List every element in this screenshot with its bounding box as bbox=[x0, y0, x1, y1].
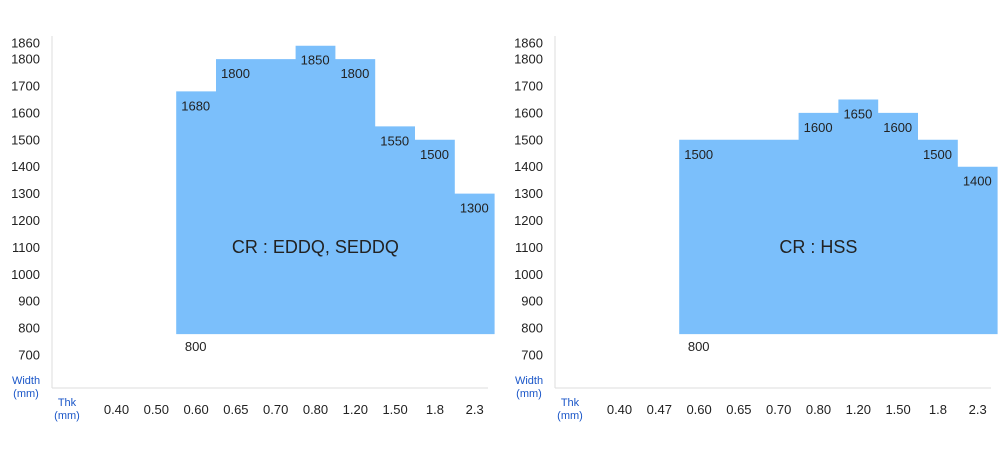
x-tick-label: 0.50 bbox=[144, 402, 169, 417]
y-axis-title: Width bbox=[515, 375, 543, 387]
data-label: 800 bbox=[185, 339, 207, 354]
x-tick-label: 1.8 bbox=[929, 402, 947, 417]
x-tick-label: 0.65 bbox=[223, 402, 248, 417]
series-name-label: CR : EDDQ, SEDDQ bbox=[232, 237, 399, 257]
y-tick-label: 1600 bbox=[11, 105, 40, 120]
data-label: 1500 bbox=[420, 147, 449, 162]
y-tick-label: 800 bbox=[521, 321, 543, 336]
y-tick-label: 1200 bbox=[11, 213, 40, 228]
x-tick-label: 1.50 bbox=[382, 402, 407, 417]
x-tick-label: 0.40 bbox=[104, 402, 129, 417]
y-tick-label: 1300 bbox=[11, 186, 40, 201]
x-tick-label: 0.70 bbox=[263, 402, 288, 417]
x-tick-label: 1.20 bbox=[343, 402, 368, 417]
range-area-2 bbox=[679, 99, 998, 335]
x-tick-label: 0.60 bbox=[183, 402, 208, 417]
series-name-label: CR : HSS bbox=[779, 237, 857, 257]
x-tick-label: 1.50 bbox=[885, 402, 910, 417]
y-tick-label: 1000 bbox=[11, 267, 40, 282]
data-label: 1600 bbox=[804, 120, 833, 135]
x-tick-label: 0.60 bbox=[686, 402, 711, 417]
y-tick-label: 1860 bbox=[11, 36, 40, 51]
y-tick-label: 1860 bbox=[514, 36, 543, 51]
y-tick-label: 700 bbox=[521, 348, 543, 363]
data-label: 1500 bbox=[923, 147, 952, 162]
x-axis-title-unit: (mm) bbox=[54, 410, 80, 422]
y-tick-label: 900 bbox=[521, 294, 543, 309]
x-tick-label: 0.80 bbox=[806, 402, 831, 417]
x-tick-label: 1.8 bbox=[426, 402, 444, 417]
x-tick-label: 0.47 bbox=[647, 402, 672, 417]
y-tick-label: 1000 bbox=[514, 267, 543, 282]
data-label: 1300 bbox=[460, 201, 489, 216]
x-tick-label: 0.65 bbox=[726, 402, 751, 417]
y-tick-label: 1400 bbox=[11, 159, 40, 174]
x-tick-label: 2.3 bbox=[466, 402, 484, 417]
x-axis-title-unit: (mm) bbox=[557, 410, 583, 422]
y-tick-label: 1400 bbox=[514, 159, 543, 174]
y-tick-label: 900 bbox=[18, 294, 40, 309]
y-tick-label: 1600 bbox=[514, 105, 543, 120]
y-tick-label: 1700 bbox=[514, 79, 543, 94]
x-axis-title: Thk bbox=[561, 397, 580, 409]
y-tick-label: 1500 bbox=[11, 132, 40, 147]
data-label: 1680 bbox=[181, 98, 210, 113]
y-axis-title-unit: (mm) bbox=[13, 388, 39, 400]
y-tick-label: 1100 bbox=[515, 240, 543, 255]
y-tick-label: 1700 bbox=[11, 79, 40, 94]
data-label: 1600 bbox=[883, 120, 912, 135]
y-tick-label: 1500 bbox=[514, 132, 543, 147]
data-label: 1650 bbox=[843, 106, 872, 121]
y-tick-label: 1800 bbox=[514, 52, 543, 67]
data-label: 1400 bbox=[963, 174, 992, 189]
y-tick-label: 1100 bbox=[12, 240, 40, 255]
data-label: 1550 bbox=[380, 133, 409, 148]
y-tick-label: 700 bbox=[18, 348, 40, 363]
data-label: 1500 bbox=[684, 147, 713, 162]
y-tick-label: 1200 bbox=[514, 213, 543, 228]
x-tick-label: 0.70 bbox=[766, 402, 791, 417]
x-tick-label: 0.80 bbox=[303, 402, 328, 417]
range-area-1 bbox=[176, 45, 495, 335]
x-tick-label: 2.3 bbox=[969, 402, 987, 417]
data-label: 1850 bbox=[301, 53, 330, 68]
x-axis-title: Thk bbox=[58, 397, 77, 409]
y-tick-label: 1800 bbox=[11, 52, 40, 67]
x-tick-label: 1.20 bbox=[846, 402, 871, 417]
x-tick-label: 0.40 bbox=[607, 402, 632, 417]
data-label: 800 bbox=[688, 339, 710, 354]
y-tick-label: 800 bbox=[18, 321, 40, 336]
y-axis-title-unit: (mm) bbox=[516, 388, 542, 400]
data-label: 1800 bbox=[340, 66, 369, 81]
y-axis-title: Width bbox=[12, 375, 40, 387]
data-label: 1800 bbox=[221, 66, 250, 81]
y-tick-label: 1300 bbox=[514, 186, 543, 201]
